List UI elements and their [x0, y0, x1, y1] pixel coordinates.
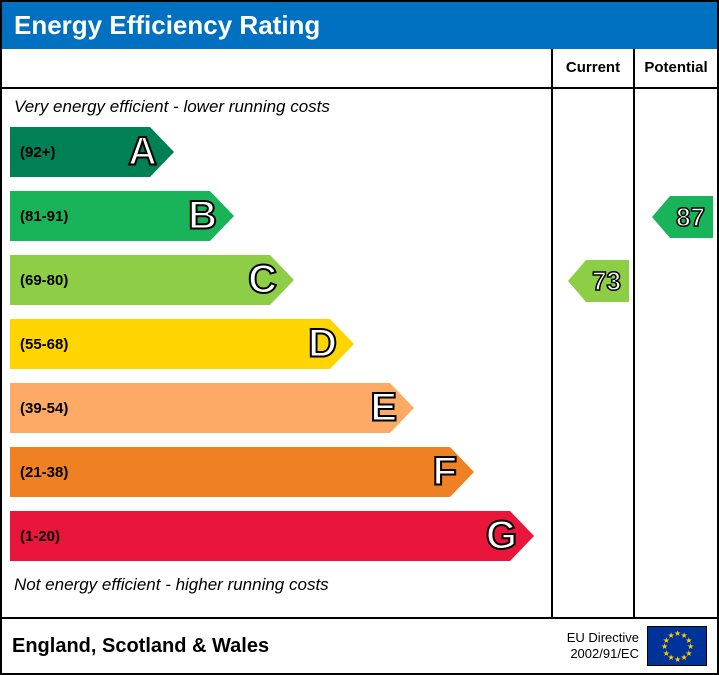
band-letter-c: C	[248, 258, 278, 303]
band-letter-a: A	[128, 130, 158, 175]
band-bar-b: (81-91)B	[10, 191, 210, 241]
band-letter-d: D	[308, 322, 338, 367]
band-row-c: (69-80)C	[10, 251, 270, 309]
bars-column: Very energy efficient - lower running co…	[2, 89, 553, 617]
band-bar-a: (92+)A	[10, 127, 150, 177]
potential-pointer-value: 87	[670, 196, 713, 238]
title-text: Energy Efficiency Rating	[14, 10, 320, 40]
potential-pointer: 87	[652, 196, 713, 238]
footer-row: England, Scotland & Wales EU Directive 2…	[2, 617, 717, 673]
header-spacer	[2, 49, 553, 87]
band-range-g: (1-20)	[20, 528, 510, 545]
eu-flag-icon: ★★★★★★★★★★★★	[647, 626, 707, 666]
eu-flag-star: ★	[674, 655, 681, 664]
band-range-b: (81-91)	[20, 208, 210, 225]
band-range-e: (39-54)	[20, 400, 390, 417]
band-range-c: (69-80)	[20, 272, 270, 289]
band-letter-b: B	[188, 194, 218, 239]
band-letter-g: G	[486, 514, 518, 559]
bars-wrap: (92+)A (81-91)B (69-80)C (55-68)D (39-54)E (2…	[10, 123, 551, 571]
eu-flag-star: ★	[681, 653, 688, 662]
band-letter-e: E	[370, 386, 398, 431]
band-bar-f: (21-38)F	[10, 447, 450, 497]
eu-flag-star: ★	[668, 631, 675, 640]
body-row: Very energy efficient - lower running co…	[2, 89, 717, 617]
band-range-d: (55-68)	[20, 336, 330, 353]
band-row-e: (39-54)E	[10, 379, 390, 437]
band-bar-d: (55-68)D	[10, 319, 330, 369]
current-pointer-arrow	[568, 260, 586, 302]
header-current: Current	[553, 49, 635, 87]
band-row-f: (21-38)F	[10, 443, 450, 501]
band-bar-e: (39-54)E	[10, 383, 390, 433]
current-pointer: 73	[568, 260, 629, 302]
current-pointer-value: 73	[586, 260, 629, 302]
header-potential: Potential	[635, 49, 717, 87]
directive-line1: EU Directive	[567, 630, 639, 646]
band-bar-g: (1-20)G	[10, 511, 510, 561]
footer-directive: EU Directive 2002/91/EC	[567, 630, 647, 661]
footer-region: England, Scotland & Wales	[12, 635, 567, 658]
potential-pointer-arrow	[652, 196, 670, 238]
column-header-row: Current Potential	[2, 49, 717, 89]
band-row-d: (55-68)D	[10, 315, 330, 373]
directive-line2: 2002/91/EC	[567, 646, 639, 662]
band-letter-f: F	[433, 450, 458, 495]
band-row-b: (81-91)B	[10, 187, 210, 245]
current-column: 73	[553, 89, 635, 617]
title-bar: Energy Efficiency Rating	[2, 2, 717, 49]
potential-column: 87	[635, 89, 717, 617]
caption-top: Very energy efficient - lower running co…	[10, 93, 551, 123]
band-range-f: (21-38)	[20, 464, 450, 481]
band-bar-c: (69-80)C	[10, 255, 270, 305]
epc-container: Energy Efficiency Rating Current Potenti…	[0, 0, 719, 675]
band-row-g: (1-20)G	[10, 507, 510, 565]
caption-bottom: Not energy efficient - higher running co…	[10, 571, 551, 601]
band-row-a: (92+)A	[10, 123, 150, 181]
